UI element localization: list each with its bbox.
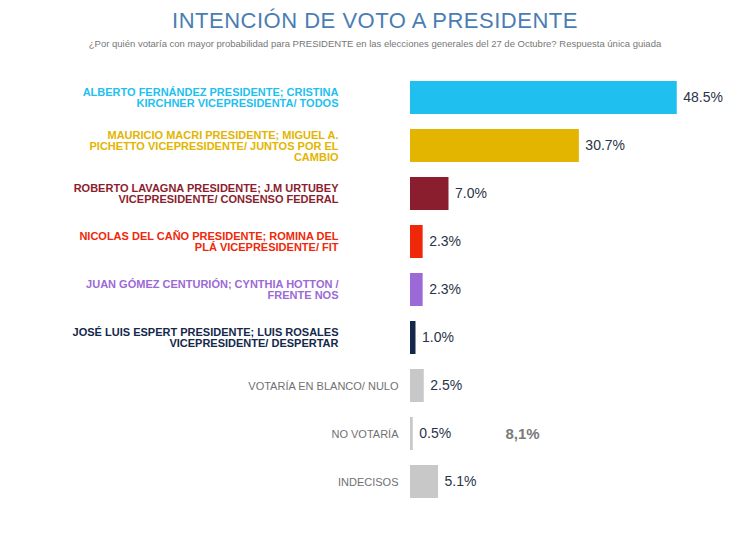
svg-text:2.5%: 2.5% <box>430 377 462 393</box>
svg-text:1.0%: 1.0% <box>422 329 454 345</box>
svg-text:JUAN GÓMEZ CENTURIÓN; CYNTHIA: JUAN GÓMEZ CENTURIÓN; CYNTHIA HOTTON /FR… <box>86 278 338 301</box>
svg-text:JOSÉ LUIS ESPERT PRESIDENTE; L: JOSÉ LUIS ESPERT PRESIDENTE; LUIS ROSALE… <box>73 326 339 349</box>
svg-text:INDECISOS: INDECISOS <box>338 476 399 488</box>
svg-text:NICOLAS DEL CAÑO PRESIDENTE; R: NICOLAS DEL CAÑO PRESIDENTE; ROMINA DELP… <box>79 230 338 253</box>
html-text:¿Por quién votaría con mayor p: ¿Por quién votaría con mayor probabilida… <box>88 38 662 49</box>
svg-text:30.7%: 30.7% <box>585 137 625 153</box>
svg-text:2.3%: 2.3% <box>429 281 461 297</box>
svg-text:7.0%: 7.0% <box>455 185 487 201</box>
svg-text:ROBERTO LAVAGNA PRESIDENTE; J.: ROBERTO LAVAGNA PRESIDENTE; J.M URTUBEYV… <box>74 182 339 205</box>
svg-text:ALBERTO FERNÁNDEZ PRESIDENTE;: ALBERTO FERNÁNDEZ PRESIDENTE; CRISTINAKI… <box>83 86 339 109</box>
svg-text:VOTARÍA EN BLANCO/ NULO: VOTARÍA EN BLANCO/ NULO <box>248 380 399 392</box>
svg-text:48.5%: 48.5% <box>683 89 723 105</box>
svg-text:MAURICIO MACRI PRESIDENTE; MIG: MAURICIO MACRI PRESIDENTE; MIGUEL A.PICH… <box>90 129 339 163</box>
html-text:INTENCIÓN DE VOTO A PRESIDENTE: INTENCIÓN DE VOTO A PRESIDENTE <box>172 8 578 33</box>
svg-text:8,1%: 8,1% <box>506 425 540 442</box>
svg-text:2.3%: 2.3% <box>429 233 461 249</box>
svg-text:0.5%: 0.5% <box>419 425 451 441</box>
svg-text:5.1%: 5.1% <box>445 473 477 489</box>
svg-text:NO VOTARÍA: NO VOTARÍA <box>331 428 399 440</box>
